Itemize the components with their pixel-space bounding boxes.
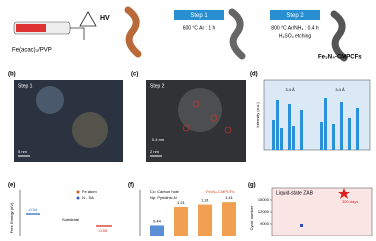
step2-banner (270, 10, 320, 20)
legend-marker (76, 196, 80, 200)
legend-label: Np: Pyridinic-N (150, 195, 177, 200)
bar (222, 202, 236, 236)
image-caption: Step 2 (150, 83, 165, 89)
step1-label: Step 1 (190, 13, 208, 19)
line-profile (272, 98, 359, 150)
scale-label: 5 nm (18, 149, 28, 154)
plot-area (271, 187, 373, 237)
panel-label: (e) (8, 183, 15, 189)
figure: HV Fe(acac)₃/PVP Step 1 600 °C Ar : 1 h … (8, 6, 373, 237)
atom-circle (210, 114, 218, 122)
bar-value: 0.44 (153, 219, 162, 224)
highlight-label: Fe₃N₄-CMPCFs (206, 189, 234, 194)
energy-value: -0.34 (28, 207, 38, 212)
annotation: 300 days (342, 199, 358, 204)
panel-label: (d) (250, 72, 258, 78)
spacing-label: 3.4 Å (335, 87, 345, 92)
y-axis-label: Free Energy (eV) (9, 202, 14, 233)
spacing-label: 3.4 Å (285, 87, 295, 92)
atom-circle (224, 126, 232, 134)
point-marker (300, 224, 303, 227)
image-texture (178, 88, 222, 132)
y-tick-label: 15000 (258, 197, 270, 202)
spacing-label: 0.4 nm (152, 137, 165, 142)
needle (70, 27, 85, 40)
bar (150, 225, 164, 236)
bar-value: 1.21 (177, 200, 186, 205)
fiber-3 (330, 10, 348, 62)
step1-banner (174, 10, 224, 20)
step2-etching: H₂SO₄ etching (279, 33, 312, 39)
atom-circle (192, 100, 200, 108)
step1-condition: 600 °C Ar : 1 h (183, 25, 216, 31)
legend-label: Fe atom (82, 189, 97, 194)
voltage: HV (100, 15, 110, 22)
plot-title: Liquid-state ZAB (276, 190, 314, 196)
substrate-label: Substrate (62, 217, 80, 222)
plot-area (263, 79, 371, 151)
precursor: Fe(acac)₃/PVP (12, 48, 52, 54)
y-axis-label: Intensity (a.u.) (255, 102, 260, 128)
step2-condition: 800 °C Ar/NH₃ : 0.4 h (271, 25, 319, 31)
haadf-image (14, 80, 123, 162)
bar-value: 1.41 (225, 195, 234, 200)
y-axis-label: Cycle number (249, 205, 254, 230)
hv-sign (79, 11, 97, 27)
bar-value: 1.31 (201, 198, 210, 203)
bar (174, 206, 188, 236)
haadf-image (146, 80, 246, 162)
panel-label: (g) (248, 183, 256, 189)
image-caption: Step 1 (18, 83, 33, 89)
atom-circle (182, 124, 190, 132)
legend-label: N - SA (82, 195, 94, 200)
fiber-1 (124, 6, 142, 58)
y-tick-label: 9000 (260, 221, 270, 226)
syringe-liquid (16, 24, 46, 32)
fiber-2 (228, 8, 246, 60)
legend-marker (76, 190, 80, 194)
bar (198, 204, 212, 236)
scale-label: 2 nm (150, 149, 160, 154)
image-texture (72, 112, 108, 148)
step2-label: Step 2 (286, 13, 304, 19)
product: Fe₃N₄-CMPCFs (318, 55, 362, 61)
star-marker (338, 188, 350, 199)
panel-label: (f) (128, 183, 134, 189)
energy-value: -0.55 (98, 228, 108, 233)
panel-label: (b) (8, 72, 16, 78)
legend-label: Cc: Carbon hole (150, 189, 180, 194)
image-texture (36, 86, 64, 114)
panel-label: (c) (131, 72, 138, 78)
y-tick-label: 12000 (258, 209, 270, 214)
